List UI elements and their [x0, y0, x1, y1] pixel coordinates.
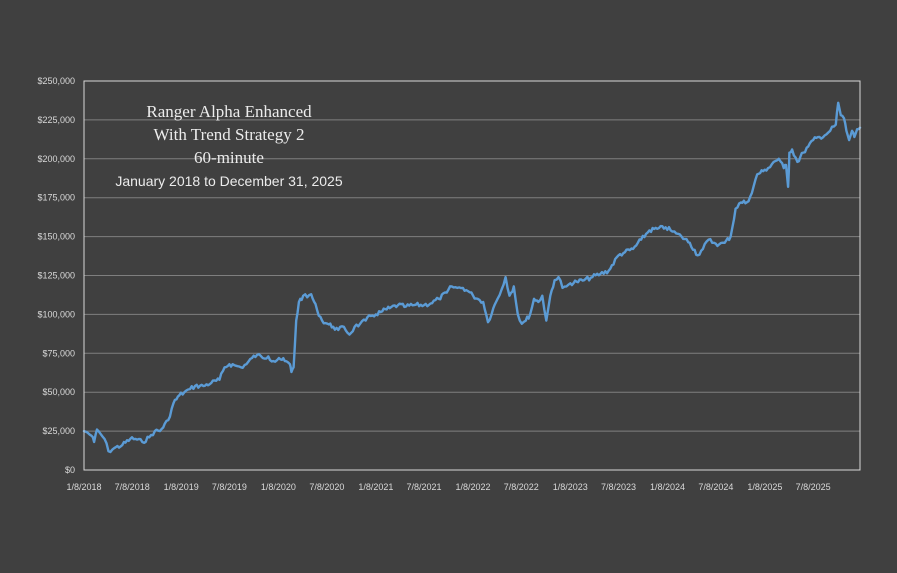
y-axis-tick-labels: $0 $25,000 $50,000 $75,000 $100,000 $125,000 $… — [37, 76, 75, 475]
x-tick-label: 7/8/2018 — [115, 482, 150, 492]
series-layer — [82, 101, 862, 454]
x-tick-label: 7/8/2025 — [796, 482, 831, 492]
x-tick-label: 1/8/2021 — [358, 482, 393, 492]
y-tick-label: $0 — [65, 465, 75, 475]
y-tick-label: $175,000 — [37, 193, 75, 203]
x-tick-label: 1/8/2019 — [164, 482, 199, 492]
y-tick-label: $125,000 — [37, 271, 75, 281]
x-tick-label: 1/8/2020 — [261, 482, 296, 492]
y-tick-label: $25,000 — [42, 426, 75, 436]
plot-area-border — [83, 80, 861, 471]
x-tick-label: 1/8/2018 — [66, 482, 101, 492]
x-axis-tick-labels: 1/8/2018 7/8/2018 1/8/2019 7/8/2019 1/8/2020… — [66, 482, 830, 492]
gridlines — [84, 119, 860, 432]
equity-series-line — [82, 101, 862, 454]
x-tick-label: 7/8/2021 — [407, 482, 442, 492]
x-tick-label: 7/8/2024 — [698, 482, 733, 492]
y-tick-label: $150,000 — [37, 232, 75, 242]
y-tick-label: $100,000 — [37, 309, 75, 319]
x-tick-label: 1/8/2022 — [456, 482, 491, 492]
x-tick-label: 1/8/2025 — [747, 482, 782, 492]
y-tick-label: $50,000 — [42, 387, 75, 397]
y-tick-label: $200,000 — [37, 154, 75, 164]
y-tick-label: $250,000 — [37, 76, 75, 86]
x-tick-label: 1/8/2023 — [553, 482, 588, 492]
x-tick-label: 1/8/2024 — [650, 482, 685, 492]
x-tick-label: 7/8/2022 — [504, 482, 539, 492]
x-tick-label: 7/8/2023 — [601, 482, 636, 492]
y-tick-label: $75,000 — [42, 348, 75, 358]
y-tick-label: $225,000 — [37, 115, 75, 125]
x-tick-label: 7/8/2020 — [309, 482, 344, 492]
x-tick-label: 7/8/2019 — [212, 482, 247, 492]
